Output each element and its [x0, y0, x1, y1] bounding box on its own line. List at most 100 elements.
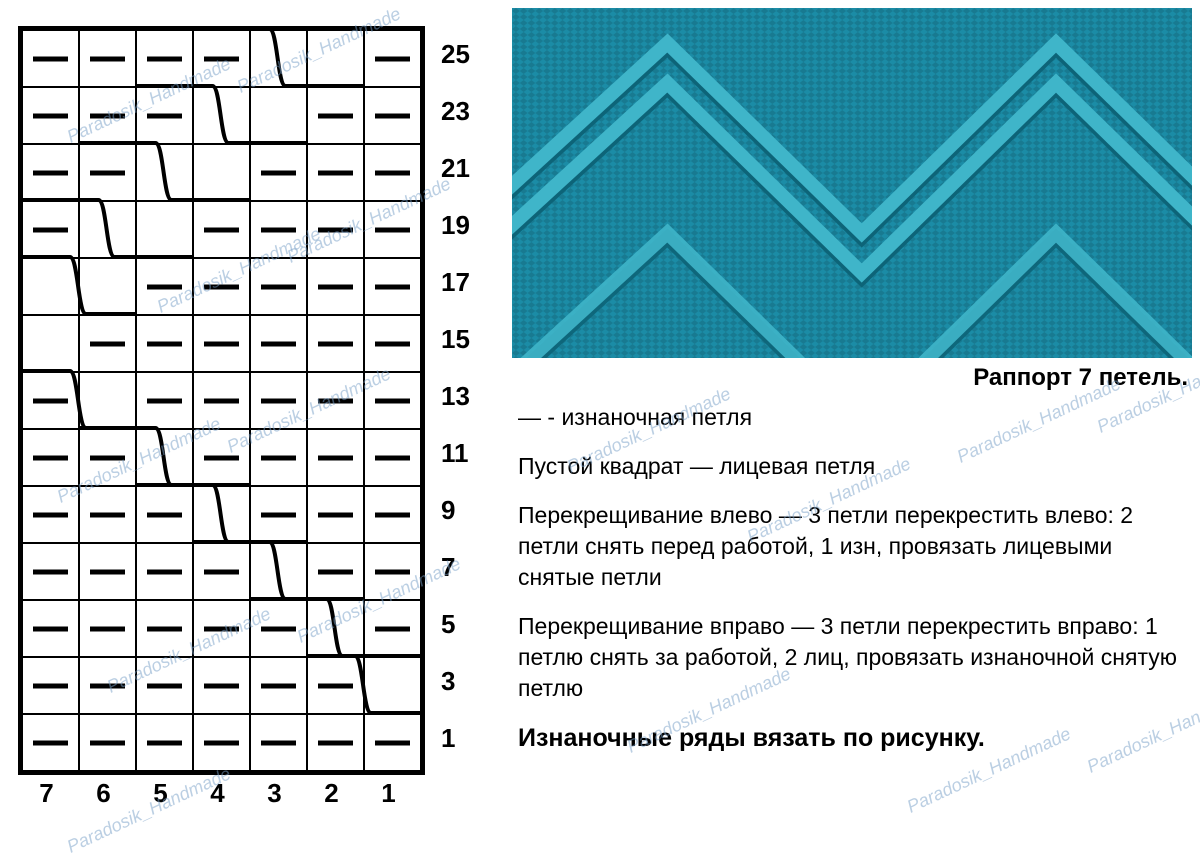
chart-cell [79, 258, 136, 315]
chart-cell [22, 600, 79, 657]
chart-cell [136, 657, 193, 714]
chart-cell [136, 315, 193, 372]
chart-cell [307, 201, 364, 258]
row-label: 17 [433, 254, 470, 311]
col-label: 3 [246, 778, 303, 809]
chart-cell [307, 30, 364, 87]
chart-cell [79, 30, 136, 87]
chart-cell [79, 87, 136, 144]
chart-cell [307, 543, 364, 600]
chart-cell [22, 201, 79, 258]
chart-cell [364, 657, 421, 714]
row-label: 11 [433, 425, 470, 482]
row-label: 21 [433, 140, 470, 197]
row-label: 1 [433, 710, 470, 767]
row-label: 9 [433, 482, 470, 539]
chart-cell [307, 87, 364, 144]
chart-cell [22, 429, 79, 486]
chart-cell [22, 258, 79, 315]
chart-cell [364, 429, 421, 486]
chart-cell [136, 30, 193, 87]
chart-cell [193, 201, 250, 258]
chart-cell [307, 429, 364, 486]
chart-cell [136, 372, 193, 429]
col-label: 1 [360, 778, 417, 809]
chart-cell [307, 600, 364, 657]
row-label: 19 [433, 197, 470, 254]
chart-cell [79, 429, 136, 486]
chart-cell [307, 315, 364, 372]
col-label: 5 [132, 778, 189, 809]
chart-cell [136, 429, 193, 486]
chart-cell [22, 87, 79, 144]
chart-cell [136, 600, 193, 657]
chart-cell [22, 30, 79, 87]
row-label: 13 [433, 368, 470, 425]
chart-cell [307, 144, 364, 201]
chart-cell [136, 543, 193, 600]
col-labels: 7654321 [18, 778, 417, 809]
row-label: 15 [433, 311, 470, 368]
col-label: 2 [303, 778, 360, 809]
chart-cell [250, 714, 307, 771]
chart-cell [136, 87, 193, 144]
chart-cell [250, 486, 307, 543]
chart-cell [307, 372, 364, 429]
chart-cell [250, 543, 307, 600]
row-label: 23 [433, 83, 470, 140]
chart-cell [22, 144, 79, 201]
chart-cell [136, 714, 193, 771]
chart-cell [364, 372, 421, 429]
chart-wrap: 252321191715131197531 7654321 [8, 8, 488, 840]
chart-cell [79, 144, 136, 201]
chart-cell [193, 144, 250, 201]
chart-cell [364, 258, 421, 315]
col-label: 7 [18, 778, 75, 809]
chart-cell [250, 87, 307, 144]
chart-cell [250, 372, 307, 429]
chart-cell [22, 714, 79, 771]
chart-cell [79, 372, 136, 429]
chart-cell [79, 657, 136, 714]
rapport-label: Раппорт 7 петель. [512, 364, 1188, 392]
chart-cell [250, 144, 307, 201]
chart-cell [364, 486, 421, 543]
chart-cell [79, 201, 136, 258]
chart-cell [79, 543, 136, 600]
row-label: 3 [433, 653, 470, 710]
chart-cell [193, 315, 250, 372]
chart-cell [250, 30, 307, 87]
chart-cell [307, 258, 364, 315]
chart-cell [364, 201, 421, 258]
col-label: 6 [75, 778, 132, 809]
chart-cell [250, 201, 307, 258]
legend-cross-left: Перекрещивание влево — 3 петли перекрест… [518, 500, 1192, 593]
chart-cell [364, 315, 421, 372]
col-label: 4 [189, 778, 246, 809]
chart-cell [136, 258, 193, 315]
chart-cell [307, 657, 364, 714]
chart-cell [22, 543, 79, 600]
bottom-note: Изнаночные ряды вязать по рисунку. [518, 722, 1192, 756]
main-container: 252321191715131197531 7654321 [0, 0, 1200, 848]
chart-cell [22, 315, 79, 372]
chart-cell [79, 486, 136, 543]
chart-cell [193, 657, 250, 714]
chart-cell [193, 429, 250, 486]
chart-cell [136, 144, 193, 201]
chart-cell [22, 486, 79, 543]
legend-cross-right: Перекрещивание вправо — 3 петли перекрес… [518, 611, 1192, 704]
legend: — - изнаночная петля Пустой квадрат — ли… [512, 402, 1192, 774]
chart-cell [250, 600, 307, 657]
chart-cell [22, 657, 79, 714]
chart-cell [193, 600, 250, 657]
knit-photo [512, 8, 1192, 358]
chart-cell [136, 201, 193, 258]
legend-knit: Пустой квадрат — лицевая петля [518, 451, 1192, 482]
row-label: 25 [433, 26, 470, 83]
chart-cell [307, 714, 364, 771]
chart-cell [193, 714, 250, 771]
chart-cell [250, 429, 307, 486]
legend-purl: — - изнаночная петля [518, 402, 1192, 433]
row-labels: 252321191715131197531 [433, 26, 470, 767]
